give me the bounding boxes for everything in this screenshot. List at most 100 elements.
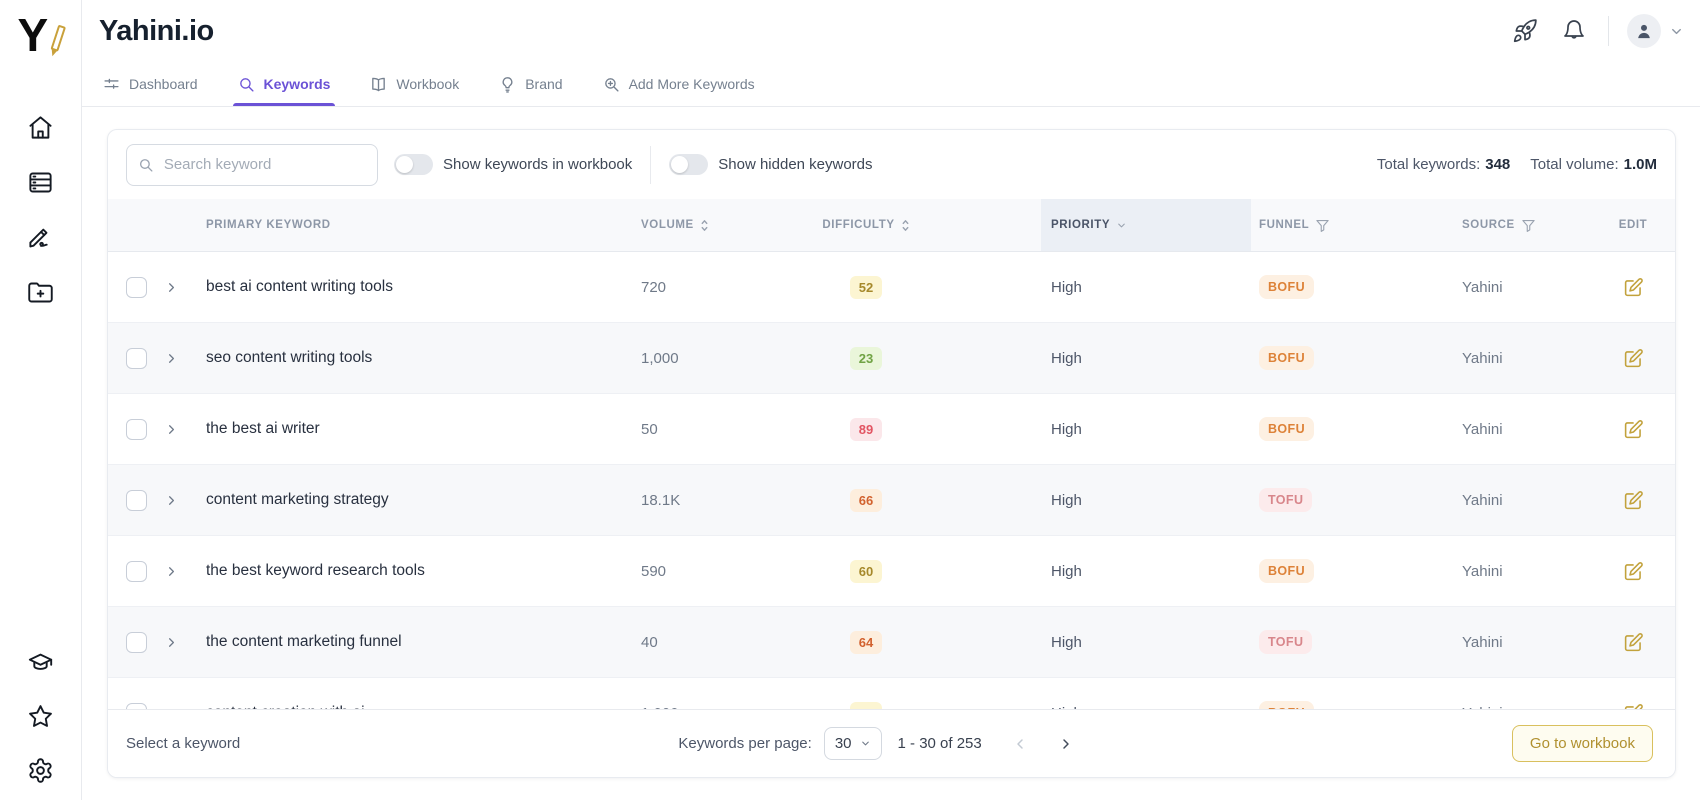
expand-chevron-icon[interactable] <box>164 280 179 295</box>
volume-value: 1,000 <box>596 705 801 710</box>
priority-value: High <box>1051 278 1082 296</box>
keyword-text[interactable]: the content marketing funnel <box>206 633 402 650</box>
signature-pen-icon[interactable] <box>27 224 54 251</box>
keyword-text[interactable]: content creation with ai <box>206 704 596 709</box>
total-volume: Total volume: 1.0M <box>1530 156 1657 173</box>
col-source[interactable]: SOURCE <box>1456 218 1591 233</box>
search-plus-icon <box>604 77 619 92</box>
book-icon <box>372 77 386 91</box>
edit-icon[interactable] <box>1623 490 1644 511</box>
edit-icon[interactable] <box>1623 419 1644 440</box>
edit-icon[interactable] <box>1623 561 1644 582</box>
priority-value: High <box>1051 420 1082 438</box>
table-body: best ai content writing tools 720 52 Hig… <box>108 252 1675 709</box>
keyword-text[interactable]: content marketing strategy <box>206 491 389 508</box>
sliders-icon <box>104 78 119 89</box>
folder-plus-icon[interactable] <box>27 279 54 306</box>
table-footer: Select a keyword Keywords per page: 30 1… <box>108 709 1675 777</box>
keyword-search[interactable] <box>126 143 378 186</box>
expand-chevron-icon[interactable] <box>164 635 179 650</box>
edit-icon[interactable] <box>1623 277 1644 298</box>
edit-icon[interactable] <box>1623 703 1644 710</box>
app-title: Yahini.io <box>99 14 214 47</box>
funnel-badge: BOFU <box>1259 417 1315 441</box>
tab-brand[interactable]: Brand <box>499 62 563 106</box>
row-checkbox[interactable] <box>126 702 147 709</box>
difficulty-badge: 64 <box>849 630 883 654</box>
table-row[interactable]: the content marketing funnel 40 64 High … <box>108 607 1675 678</box>
search-icon <box>139 158 153 172</box>
tab-workbook[interactable]: Workbook <box>370 62 459 106</box>
home-icon[interactable] <box>27 114 54 141</box>
per-page-select[interactable]: 30 <box>823 727 882 760</box>
expand-chevron-icon[interactable] <box>164 422 179 437</box>
difficulty-badge: 89 <box>849 417 883 441</box>
row-checkbox[interactable] <box>126 631 147 653</box>
priority-value: High <box>1051 562 1082 580</box>
col-primary-keyword: PRIMARY KEYWORD <box>206 219 331 231</box>
next-page-chevron-icon[interactable] <box>1058 736 1074 752</box>
show-in-workbook-label: Show keywords in workbook <box>443 156 633 173</box>
table-row[interactable]: seo content writing tools 1,000 23 High … <box>108 323 1675 394</box>
table-row[interactable]: content marketing strategy 18.1K 66 High… <box>108 465 1675 536</box>
col-edit: EDIT <box>1618 219 1648 231</box>
graduation-cap-icon[interactable] <box>27 649 54 676</box>
sort-icon <box>902 219 909 231</box>
col-volume[interactable]: VOLUME <box>596 219 801 232</box>
filter-funnel-icon <box>1522 219 1535 232</box>
edit-icon[interactable] <box>1623 348 1644 369</box>
col-priority[interactable]: PRIORITY <box>1041 199 1251 251</box>
controls-divider <box>650 145 652 184</box>
keyword-text[interactable]: best ai content writing tools <box>206 278 393 295</box>
show-hidden-toggle[interactable] <box>669 154 709 175</box>
tab-keywords[interactable]: Keywords <box>232 62 336 106</box>
funnel-badge: BOFU <box>1259 346 1315 370</box>
nav-tabbar: Dashboard Keywords Workbook Brand Add Mo… <box>82 62 1700 107</box>
tab-dashboard[interactable]: Dashboard <box>103 62 198 106</box>
select-chevron-icon <box>861 741 869 746</box>
account-menu-chevron-icon[interactable] <box>1669 24 1684 39</box>
table-row[interactable]: the best ai writer 50 89 High BOFU Yahin… <box>108 394 1675 465</box>
search-input[interactable] <box>161 155 366 174</box>
volume-value: 18.1K <box>641 491 681 509</box>
keyword-text[interactable]: the best keyword research tools <box>206 562 425 579</box>
row-checkbox[interactable] <box>126 560 147 582</box>
table-row[interactable]: best ai content writing tools 720 52 Hig… <box>108 252 1675 323</box>
notifications-bell-icon[interactable] <box>1562 19 1586 43</box>
edit-icon[interactable] <box>1623 632 1644 653</box>
show-in-workbook-toggle[interactable] <box>394 154 433 175</box>
keyword-text[interactable]: seo content writing tools <box>206 349 373 366</box>
user-avatar[interactable] <box>1627 14 1661 48</box>
keywords-card: Show keywords in workbook Show hidden ke… <box>107 129 1676 778</box>
sort-icon <box>701 219 708 231</box>
tab-label: Keywords <box>263 76 331 92</box>
row-checkbox[interactable] <box>126 347 147 369</box>
prev-page-chevron-icon[interactable] <box>1012 736 1028 752</box>
totals: Total keywords: 348 Total volume: 1.0M <box>1377 156 1657 173</box>
col-difficulty[interactable]: DIFFICULTY <box>801 219 1041 232</box>
row-checkbox[interactable] <box>126 418 147 440</box>
col-funnel[interactable]: FUNNEL <box>1251 218 1456 233</box>
table-row[interactable]: the best keyword research tools 590 60 H… <box>108 536 1675 607</box>
row-checkbox[interactable] <box>126 489 147 511</box>
difficulty-badge: 23 <box>849 346 883 370</box>
expand-chevron-icon[interactable] <box>164 493 179 508</box>
go-to-workbook-button[interactable]: Go to workbook <box>1511 725 1653 762</box>
expand-chevron-icon[interactable] <box>164 564 179 579</box>
source-value: Yahini <box>1462 633 1503 651</box>
keyword-text[interactable]: the best ai writer <box>206 420 320 437</box>
rocket-icon[interactable] <box>1512 18 1538 44</box>
row-checkbox[interactable] <box>126 276 147 298</box>
list-rows-icon[interactable] <box>27 169 54 196</box>
tab-add-more-keywords[interactable]: Add More Keywords <box>603 62 755 106</box>
settings-gear-icon[interactable] <box>27 757 54 784</box>
volume-value: 40 <box>641 633 658 651</box>
expand-chevron-icon[interactable] <box>164 351 179 366</box>
tab-label: Dashboard <box>129 76 198 92</box>
tab-label: Add More Keywords <box>628 76 755 92</box>
per-page-label: Keywords per page: <box>678 735 812 752</box>
brand-logo[interactable]: Y <box>18 10 66 64</box>
star-icon[interactable] <box>27 703 54 730</box>
total-keywords: Total keywords: 348 <box>1376 156 1511 173</box>
table-row[interactable]: content creation with ai 1,000 44 High B… <box>108 678 1675 709</box>
